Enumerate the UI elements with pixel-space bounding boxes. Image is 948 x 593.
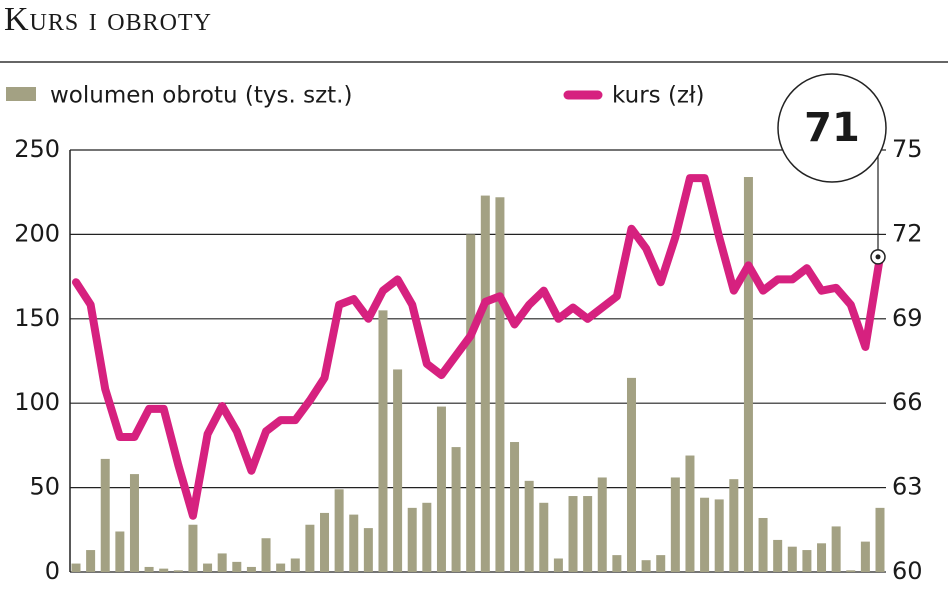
bar	[436, 406, 446, 572]
bar	[685, 455, 695, 572]
legend-swatch	[6, 87, 36, 101]
bar	[875, 507, 885, 572]
bar	[159, 568, 169, 572]
bar	[743, 177, 753, 572]
bar	[860, 541, 870, 572]
bar	[393, 369, 403, 572]
bar	[524, 480, 534, 572]
y2-tick-label: 60	[892, 557, 923, 585]
bar	[656, 555, 666, 572]
callout-dot	[875, 254, 881, 260]
y-tick-label: 200	[14, 219, 60, 247]
bar	[363, 528, 373, 572]
bar	[100, 458, 110, 572]
bar	[320, 512, 330, 572]
bar	[115, 531, 125, 572]
bar	[290, 558, 300, 572]
bar	[831, 526, 841, 572]
legend-label: kurs (zł)	[612, 83, 705, 109]
y2-tick-label: 75	[892, 135, 923, 163]
y-tick-label: 150	[14, 304, 60, 332]
callout-circle	[777, 73, 887, 183]
y-tick-label: 0	[45, 557, 60, 585]
callout-label: 71	[804, 105, 860, 151]
bar	[188, 524, 198, 572]
bar	[480, 195, 490, 573]
bar	[510, 442, 520, 572]
bar	[539, 502, 549, 572]
y-tick-label: 100	[14, 388, 60, 416]
bar	[568, 496, 578, 572]
bar	[714, 499, 724, 572]
bar	[846, 570, 856, 572]
bar	[641, 560, 651, 572]
bar	[597, 477, 607, 572]
bar	[217, 553, 227, 572]
y2-tick-label: 63	[892, 473, 923, 501]
bar	[144, 566, 154, 572]
bar	[787, 546, 797, 572]
bar	[466, 234, 476, 572]
bar	[817, 543, 827, 572]
bar	[729, 479, 739, 572]
bar	[173, 570, 183, 572]
bar	[700, 497, 710, 572]
bar	[758, 517, 768, 572]
bar	[407, 507, 417, 572]
bar	[553, 558, 563, 572]
bar	[349, 514, 359, 572]
bar	[802, 550, 812, 572]
bar	[773, 539, 783, 572]
bar	[305, 524, 315, 572]
bar	[422, 502, 432, 572]
y2-tick-label: 66	[892, 388, 923, 416]
y2-tick-label: 72	[892, 219, 923, 247]
bar	[203, 563, 213, 572]
bar	[495, 197, 505, 572]
bar	[670, 477, 680, 572]
y-tick-label: 250	[14, 135, 60, 163]
bar	[129, 474, 139, 572]
price-line	[72, 174, 884, 520]
bar	[451, 447, 461, 572]
bar	[626, 377, 636, 572]
bar	[86, 550, 96, 572]
bar	[612, 555, 622, 572]
bar	[583, 496, 593, 572]
bar	[261, 538, 271, 572]
bar	[276, 563, 286, 572]
bar	[334, 489, 344, 572]
chart-title: Kurs i obroty	[4, 1, 212, 38]
y2-tick-label: 69	[892, 304, 923, 332]
bar	[71, 563, 81, 572]
y-tick-label: 50	[29, 473, 60, 501]
bar	[378, 310, 388, 572]
bar	[246, 566, 256, 572]
legend-label: wolumen obrotu (tys. szt.)	[50, 83, 352, 109]
bar	[232, 561, 242, 572]
